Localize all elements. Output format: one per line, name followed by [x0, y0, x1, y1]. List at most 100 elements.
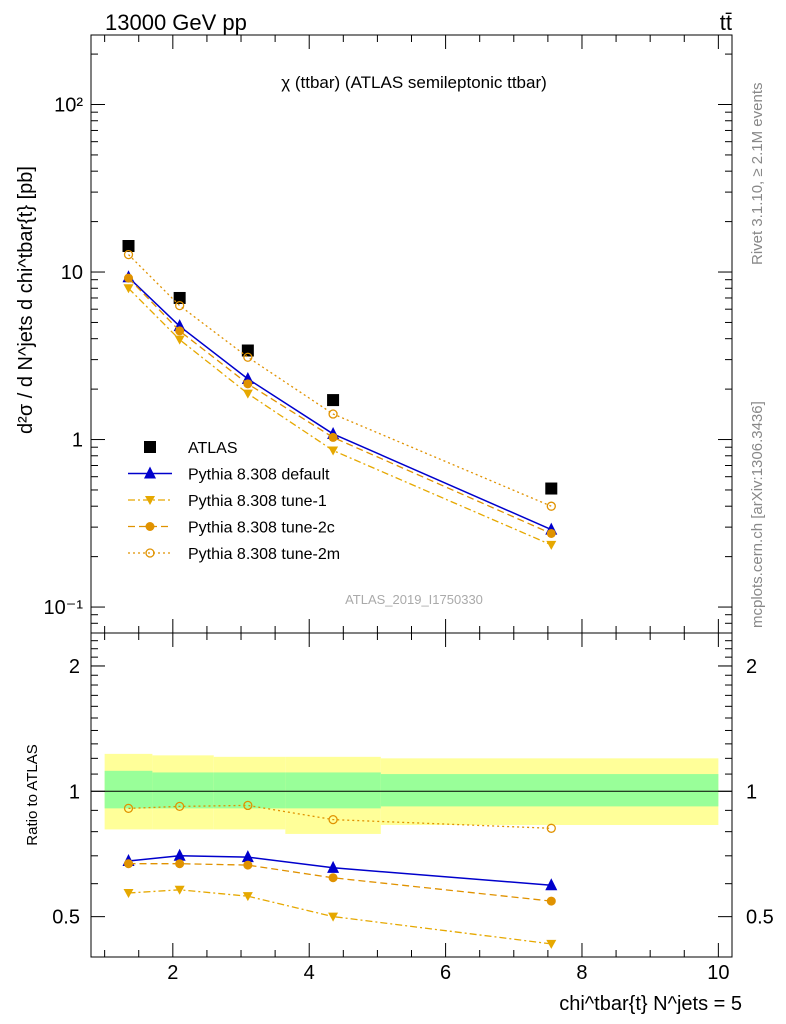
- legend-entry: Pythia 8.308 tune-2m: [128, 546, 340, 563]
- legend-marker: [145, 496, 155, 505]
- ratio-panel: Ratio to ATLAS 0.5 0.5 1 1 2 2 2 4 6 8 10 chi^tba…: [24, 35, 774, 1015]
- series-pythia-8-308-tune-2m: [123, 800, 556, 833]
- legend: ATLAS Pythia 8.308 default Pythia 8.308 tu…: [128, 440, 340, 563]
- data-point: [327, 860, 340, 873]
- uncertainty-band-inner: [152, 772, 214, 809]
- series-line: [128, 855, 552, 886]
- data-point: [328, 446, 339, 456]
- data-point: [122, 240, 135, 253]
- data-point: [174, 801, 185, 812]
- legend-entry: Pythia 8.308 tune-2c: [128, 520, 335, 537]
- legend-label: Pythia 8.308 tune-1: [188, 493, 327, 510]
- legend-entry: Pythia 8.308 default: [128, 466, 330, 484]
- uncertainty-band-inner: [380, 774, 719, 807]
- main-frame: [90, 34, 733, 634]
- x-ticks: 2 4 6 8 10: [104, 35, 729, 984]
- series-line: [128, 889, 552, 945]
- x-axis-label: chi^tbar{t} N^jets = 5: [559, 993, 742, 1015]
- y-tick-label-right: 0.5: [746, 907, 774, 929]
- data-point: [242, 389, 253, 399]
- data-point: [328, 912, 339, 922]
- mcplots-label: mcplots.cern.ch [arXiv:1306.3436]: [749, 401, 766, 628]
- series-line: [127, 276, 552, 531]
- series-pythia-8-308-tune-2m: [123, 249, 556, 511]
- legend-label: Pythia 8.308 tune-2m: [188, 546, 340, 563]
- data-point: [243, 860, 253, 870]
- rivet-label: Rivet 3.1.10, ≥ 2.1M events: [749, 83, 766, 266]
- uncertainty-band-inner: [104, 770, 153, 809]
- y-tick-label-right: 2: [746, 656, 757, 678]
- y-axis-label: d²σ / d N^jets d chi^tbar{t} [pb]: [15, 166, 37, 434]
- legend-marker: [144, 466, 156, 479]
- legend-marker: [144, 441, 156, 453]
- x-tick-label: 4: [304, 962, 315, 984]
- data-point: [175, 859, 185, 869]
- x-tick-label: 6: [440, 962, 451, 984]
- data-point: [242, 892, 253, 902]
- data-point: [123, 249, 134, 260]
- y-tick-label: 1: [69, 781, 80, 803]
- series-pythia-8-308-tune-2c: [124, 859, 556, 906]
- data-point: [328, 432, 338, 442]
- uncertainty-band-inner: [213, 772, 286, 809]
- process-label: tt̄: [720, 10, 732, 35]
- ratio-plot-area: [91, 753, 732, 949]
- main-title: χ (ttbar) (ATLAS semileptonic ttbar): [281, 73, 547, 92]
- uncertainty-band-inner: [285, 772, 381, 809]
- data-point: [173, 848, 186, 861]
- series-line: [128, 863, 552, 902]
- data-point: [241, 344, 254, 357]
- data-point: [174, 335, 185, 345]
- data-point: [328, 873, 338, 883]
- legend-marker: [145, 522, 155, 531]
- data-point: [124, 273, 134, 283]
- data-point: [241, 850, 254, 863]
- data-point: [175, 326, 185, 336]
- main-y-ticks: 10⁻¹ 1 10 10²: [44, 53, 732, 634]
- data-point: [546, 939, 557, 949]
- watermark: ATLAS_2019_I1750330: [345, 592, 483, 607]
- data-point: [243, 379, 253, 389]
- data-point: [328, 814, 338, 825]
- data-point: [174, 300, 185, 311]
- x-tick-label: 8: [576, 962, 587, 984]
- series-pythia-8-308-tune-1: [123, 284, 557, 550]
- y-tick-label: 10⁻¹: [44, 597, 84, 619]
- series-pythia-8-308-tune-1: [123, 885, 557, 949]
- x-tick-label: 10: [707, 962, 729, 984]
- legend-entry: Pythia 8.308 tune-1: [128, 493, 327, 510]
- legend-label: ATLAS: [188, 440, 238, 457]
- series-pythia-8-308-default: [122, 848, 558, 891]
- main-plot-area: [122, 240, 558, 550]
- legend-label: Pythia 8.308 tune-2c: [188, 520, 335, 537]
- data-point: [328, 409, 338, 419]
- data-point: [327, 394, 340, 407]
- data-point: [546, 823, 556, 833]
- legend-label: Pythia 8.308 default: [188, 467, 330, 484]
- data-point: [124, 859, 134, 869]
- y-tick-label: 1: [72, 430, 83, 452]
- data-point: [546, 528, 556, 538]
- y-tick-label: 10: [61, 262, 83, 284]
- y-tick-label: 10²: [54, 95, 83, 117]
- data-point: [545, 878, 558, 891]
- data-point: [546, 501, 556, 511]
- data-point: [546, 540, 557, 550]
- y-tick-label-right: 1: [746, 781, 757, 803]
- data-point: [123, 803, 134, 814]
- main-panel: χ (ttbar) (ATLAS semileptonic ttbar) ATL…: [15, 34, 733, 634]
- legend-marker: [145, 548, 155, 558]
- data-point: [123, 888, 134, 898]
- series-pythia-8-308-tune-2c: [124, 273, 556, 538]
- energy-label: 13000 GeV pp: [105, 10, 247, 35]
- data-point: [243, 800, 253, 811]
- data-point: [174, 885, 185, 895]
- data-point: [546, 896, 556, 906]
- data-point: [173, 291, 186, 304]
- series-line: [128, 287, 552, 546]
- ratio-y-label: Ratio to ATLAS: [24, 744, 41, 845]
- data-point: [123, 284, 134, 294]
- ratio-y-ticks: 0.5 0.5 1 1 2 2: [52, 632, 774, 958]
- series-atlas: [122, 240, 558, 495]
